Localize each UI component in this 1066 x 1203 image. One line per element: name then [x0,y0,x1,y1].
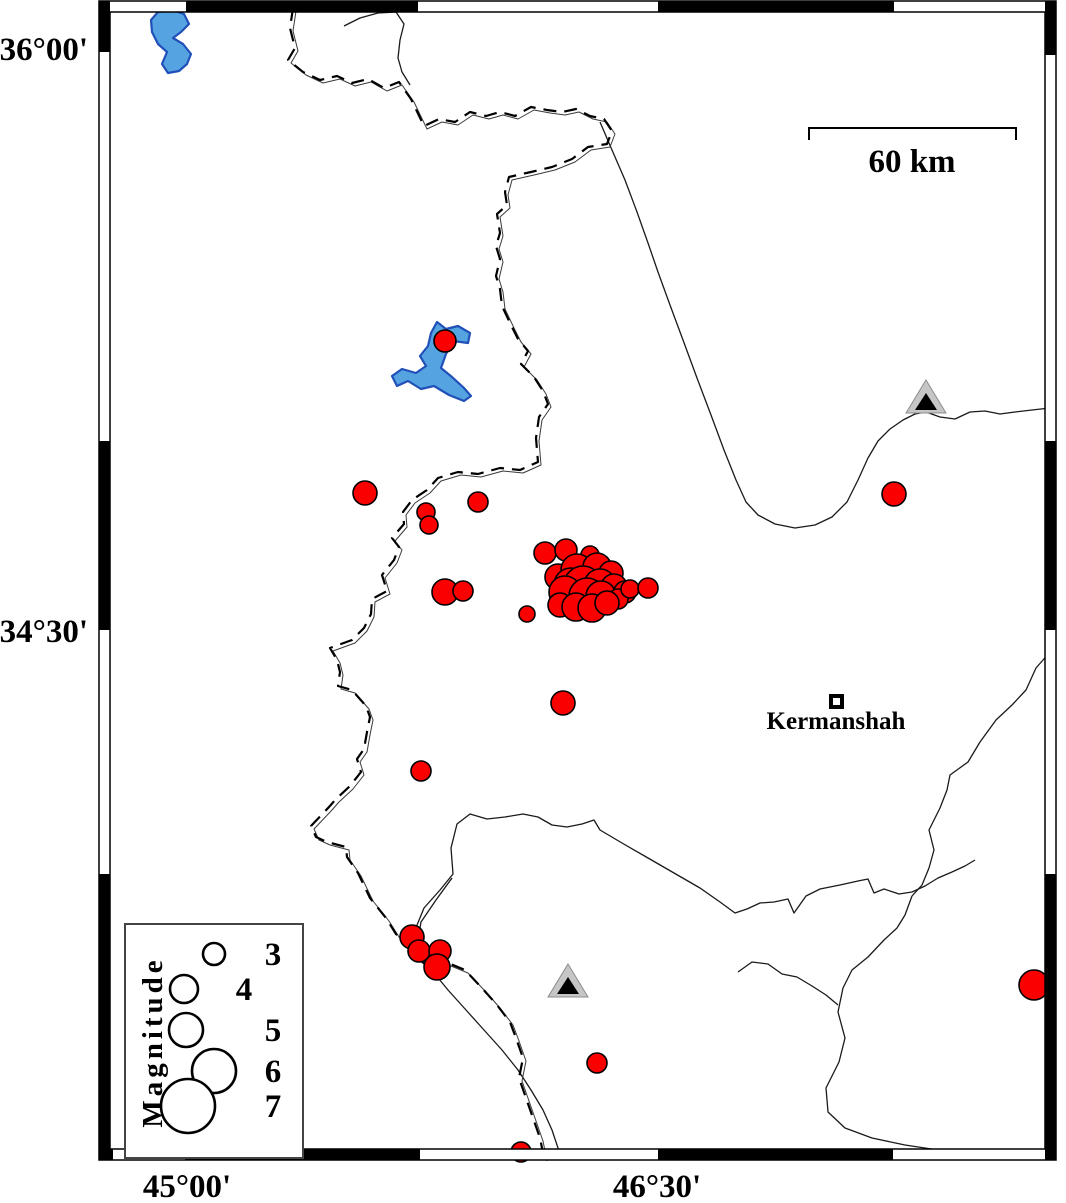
earthquake-marker [467,491,489,513]
earthquake-marker [410,760,432,782]
earthquake-marker [550,690,576,716]
river-line [825,651,1051,1161]
legend-magnitude-circle-4 [168,973,200,1005]
earthquake-marker [594,590,620,616]
legend-magnitude-circle-5 [167,1011,205,1049]
legend-title: Magnitude [137,956,169,1127]
legend-label-3: 3 [265,937,282,973]
frame-black-segment [658,1,894,12]
frame-band-bottom [99,1149,1056,1160]
frame-black-segment [658,1149,893,1160]
lake [149,8,193,75]
earthquake-marker [352,480,378,506]
scale-bar-label: 60 km [868,144,955,180]
river-line [737,961,839,1006]
frame-black-segment [1045,874,1056,1160]
axis-label-lon-45: 45°00' [143,1169,231,1203]
international-border-layer [286,7,616,1162]
earthquake-marker [452,580,474,602]
station-markers-layer [547,379,947,998]
border-solid-line [290,10,616,1162]
city-marker [829,694,844,709]
river-line [416,877,561,1159]
legend-label-6: 6 [265,1054,282,1090]
city-label: Kermanshah [767,708,906,735]
map-frame-layer [98,0,1057,1161]
seismic-station-inner-triangle-icon [915,393,937,410]
legend-label-7: 7 [265,1089,282,1125]
earthquake-marker [533,541,557,565]
seismic-station-inner-triangle-icon [557,977,579,994]
border-dashed-line [286,7,614,1159]
lake [390,320,473,403]
river-line [343,11,411,86]
legend-magnitude-circle-6 [190,1047,238,1095]
earthquake-marker [620,579,640,599]
axis-label-lat-34-30: 34°30' [0,614,88,650]
earthquake-marker [423,953,451,981]
legend-label-4: 4 [236,972,253,1008]
lakes-layer [149,8,473,403]
legend-magnitude-circle-3 [201,941,227,967]
river-line [599,121,1051,529]
magnitude-legend [124,923,304,1159]
earthquake-marker [419,515,439,535]
frame-band-top [99,1,1056,12]
river-line [414,813,976,931]
frame-black-segment [99,874,110,1160]
frame-black-segment [186,1,418,12]
earthquake-marker [881,481,907,507]
axis-label-lat-36: 36°00' [0,32,88,68]
earthquake-epicenters-layer [352,329,1050,1163]
frame-outer-outline [98,0,1057,1161]
legend-label-5: 5 [265,1013,282,1049]
frame-black-segment [99,1,110,52]
frame-black-segment [99,441,110,630]
frame-black-segment [1045,1,1056,55]
legend-magnitude-circle-7 [159,1077,217,1135]
scale-bar [808,127,1017,140]
axis-label-lon-46-30: 46°30' [613,1169,701,1203]
earthquake-marker [586,1052,608,1074]
earthquake-marker [518,605,536,623]
frame-inner-outline [109,11,1046,1150]
frame-black-segment [1045,441,1056,630]
earthquake-marker [637,577,659,599]
earthquake-marker [433,329,457,353]
